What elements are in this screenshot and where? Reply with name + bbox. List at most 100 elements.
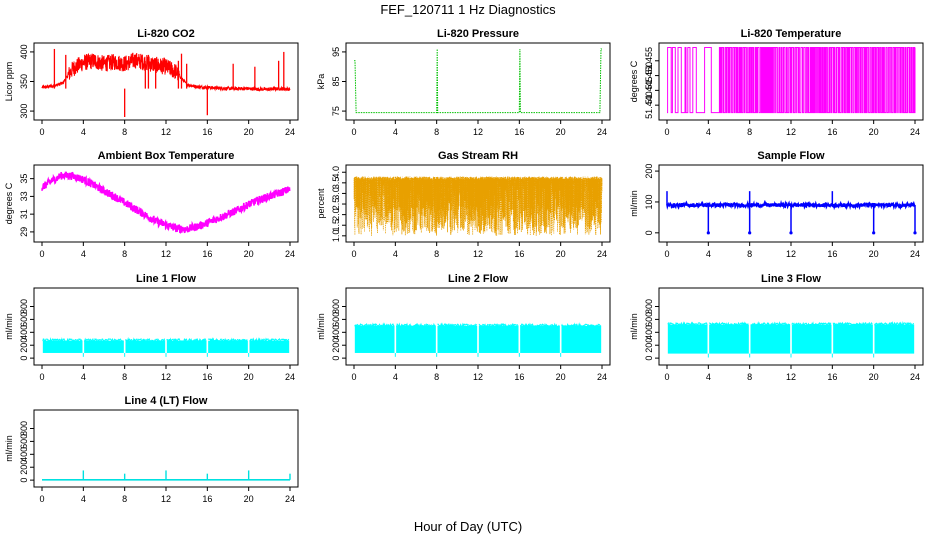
panel-2: Li-820 Pressure 0 4 8 12 16 20 24 75 85 95 kPa (316, 28, 611, 137)
series-line (667, 47, 916, 114)
flow-band-edge (207, 337, 248, 344)
y-axis-label: ml/min (4, 313, 14, 340)
y-tick-label: 600 (19, 434, 29, 449)
flow-band-edge (125, 336, 166, 344)
x-tick-label: 20 (244, 249, 254, 259)
x-tick-label: 4 (706, 127, 711, 137)
plot-frame (345, 42, 611, 121)
flow-band-edge (791, 321, 832, 327)
flow-dip-point (748, 231, 752, 235)
y-tick-label: 4.0 (331, 166, 341, 179)
y-tick-label: 75 (331, 106, 341, 116)
panel-title: Gas Stream RH (438, 150, 518, 162)
x-tick-label: 24 (285, 127, 295, 137)
x-tick-label: 0 (664, 249, 669, 259)
x-tick-label: 16 (202, 249, 212, 259)
x-tick-label: 0 (39, 372, 44, 382)
series-trace (41, 171, 291, 234)
plot-frame (33, 42, 299, 121)
x-tick-label: 20 (556, 372, 566, 382)
x-tick-label: 20 (869, 127, 879, 137)
y-tick-label: 2.0 (331, 208, 341, 221)
x-tick-label: 12 (473, 372, 483, 382)
flow-band (42, 340, 83, 353)
x-tick-label: 0 (664, 127, 669, 137)
flow-band (750, 324, 791, 354)
y-tick-label: 0 (19, 478, 29, 483)
flow-dip-point (913, 231, 917, 235)
x-tick-label: 20 (869, 249, 879, 259)
x-axis-title: Hour of Day (UTC) (413, 519, 523, 534)
y-tick-label: 0 (331, 356, 341, 361)
y-tick-label: 3.0 (331, 187, 341, 200)
x-tick-label: 0 (351, 127, 356, 137)
panel-title: Line 1 Flow (136, 273, 196, 285)
flow-band (249, 340, 290, 353)
flow-band-edge (874, 320, 915, 328)
y-axis-label: ml/min (629, 190, 639, 217)
y-tick-label: 800 (644, 299, 654, 314)
x-tick-label: 4 (393, 372, 398, 382)
panel-title: Li-820 Pressure (437, 28, 519, 40)
series-trace (42, 336, 290, 357)
panel-6: Sample Flow 0 4 8 12 16 20 24 0 100 200 ml/min (629, 150, 924, 259)
y-tick-label: 400 (644, 325, 654, 340)
x-tick-label: 0 (39, 494, 44, 504)
panel-3: Li-820 Temperature 0 4 8 12 16 20 24 51.44051.44… (629, 28, 924, 137)
y-tick-label: 1.0 (331, 230, 341, 243)
flow-band (709, 324, 749, 354)
y-tick-label: 0 (644, 230, 654, 235)
flow-band (561, 325, 602, 353)
flow-band-edge (832, 321, 873, 328)
y-tick-label: 200 (19, 460, 29, 475)
panel-title: Sample Flow (757, 150, 825, 162)
x-tick-label: 24 (597, 249, 607, 259)
x-tick-label: 4 (81, 127, 86, 137)
flow-band (667, 324, 708, 354)
flow-band-edge (561, 322, 602, 328)
x-tick-label: 4 (81, 249, 86, 259)
x-tick-label: 24 (597, 127, 607, 137)
y-tick-label: 600 (331, 312, 341, 327)
panel-title: Li-820 CO2 (137, 28, 194, 40)
x-tick-label: 12 (161, 494, 171, 504)
x-tick-label: 16 (202, 494, 212, 504)
x-tick-label: 0 (664, 372, 669, 382)
flow-band (354, 325, 395, 353)
y-tick-label: 600 (19, 312, 29, 327)
flow-dip-point (706, 231, 710, 235)
flow-band-edge (709, 321, 749, 327)
x-tick-label: 4 (706, 372, 711, 382)
series-trace (353, 176, 603, 236)
x-tick-label: 8 (434, 372, 439, 382)
y-tick-label: 85 (331, 76, 341, 86)
y-tick-label: 51.455 (644, 47, 654, 75)
x-tick-label: 12 (786, 127, 796, 137)
x-tick-label: 16 (514, 372, 524, 382)
x-tick-label: 12 (161, 249, 171, 259)
y-tick-label: 300 (19, 104, 29, 119)
y-tick-label: 600 (644, 312, 654, 327)
x-tick-label: 16 (202, 372, 212, 382)
panel-title: Ambient Box Temperature (98, 150, 235, 162)
flow-band-edge (667, 321, 708, 327)
y-tick-label: 200 (644, 338, 654, 353)
flow-band-edge (478, 322, 519, 329)
x-tick-label: 20 (869, 372, 879, 382)
panel-1: Li-820 CO2 0 4 8 12 16 20 24 300 350 400 Licor ppm (4, 28, 299, 137)
panel-title: Li-820 Temperature (741, 28, 842, 40)
y-axis-label: ml/min (316, 313, 326, 340)
flow-band (84, 340, 124, 353)
flow-band-edge (83, 337, 124, 343)
x-tick-label: 4 (706, 249, 711, 259)
y-axis-label: ml/min (4, 435, 14, 462)
panel-5: Gas Stream RH 0 4 8 12 16 20 24 1.01.52.02.53.03… (316, 150, 611, 259)
x-tick-label: 12 (473, 249, 483, 259)
flow-band-edge (437, 322, 478, 329)
y-tick-label: 2.5 (331, 198, 341, 211)
y-tick-label: 350 (19, 74, 29, 89)
x-tick-label: 0 (39, 249, 44, 259)
series-trace (354, 48, 602, 114)
series-trace (42, 470, 291, 481)
